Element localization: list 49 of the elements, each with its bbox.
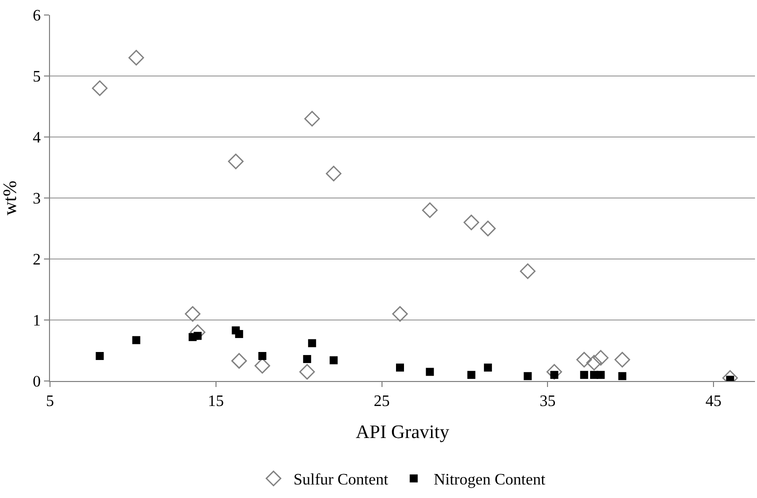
point [426,368,434,376]
point [184,306,200,322]
point [303,355,312,364]
point [92,80,108,96]
point [592,350,609,366]
point [228,154,244,170]
point [618,372,626,380]
point [467,370,476,379]
point [546,364,562,380]
y-tick-label: 2 [32,252,41,269]
x-tick-label: 35 [540,393,556,410]
y-tick-label: 5 [32,68,41,86]
point [330,356,338,364]
point [231,353,247,369]
point [480,220,496,236]
point [299,364,315,380]
point [128,50,144,66]
x-tick-label: 5 [46,393,54,410]
x-tick-label: 45 [706,393,722,410]
point [464,214,480,230]
x-tick-label: 15 [208,393,224,410]
point [304,110,320,126]
point [520,263,536,279]
point [258,352,266,360]
point [524,372,532,380]
y-tick-label: 6 [32,8,41,25]
point [422,202,438,218]
y-tick-label: 1 [32,312,41,330]
legend-label: Nitrogen Content [434,472,546,489]
x-axis-title: API Gravity [356,422,450,443]
point [396,364,404,372]
x-tick-label: 25 [374,393,390,410]
point [235,330,244,338]
point [132,336,140,344]
point [308,339,316,348]
point [392,306,408,322]
y-axis-title: wt% [0,180,21,216]
point [586,354,602,370]
point [96,352,104,360]
point [576,352,592,368]
point [596,370,605,379]
point [614,352,630,368]
y-tick-label: 3 [32,190,41,208]
y-tick-label: 0 [32,374,41,391]
point [326,166,342,182]
point [580,370,588,379]
point [484,364,492,372]
legend-label: Sulfur Content [294,472,389,489]
y-tick-label: 4 [32,130,41,147]
